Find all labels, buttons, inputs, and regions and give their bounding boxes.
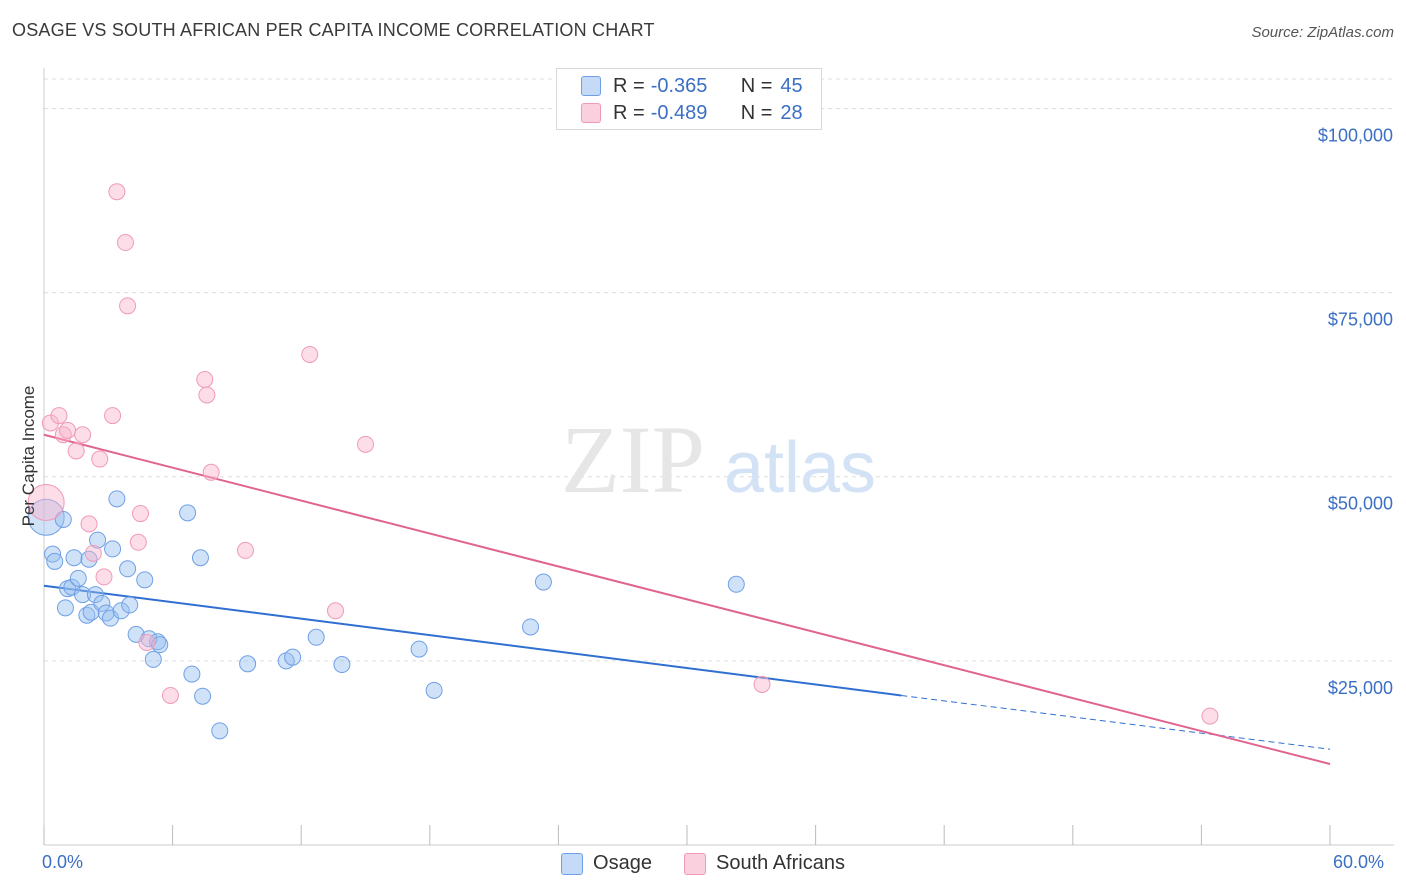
osage-point [307,628,325,646]
osage-swatch [561,852,584,875]
south-africans-point [67,442,85,460]
watermark-zip: ZIP [561,406,705,513]
osage-point [522,618,540,636]
south-africans-swatch [683,852,706,875]
south-africans-point [326,602,344,620]
chart-title: OSAGE VS SOUTH AFRICAN PER CAPITA INCOME… [12,20,655,40]
south-africans-point [131,505,149,523]
south-africans-point [129,533,147,551]
osage-point [93,594,111,612]
r-label: R = [613,74,645,97]
grid-lines [44,78,1394,662]
south-africans-point [138,633,156,651]
r-value: -0.365 [650,74,708,97]
osage-point [410,640,428,658]
south-africans-point [80,515,98,533]
osage-point [86,586,104,604]
n-label: N = [740,74,773,97]
y-tick-label: $50,000 [1328,494,1393,514]
osage-point [69,569,87,587]
south-africans-point [91,450,109,468]
correlation-legend: R = -0.365 N = 45 R = -0.489 N = 28 [556,68,822,130]
osage-point [108,490,126,508]
south-africans-point [104,407,122,425]
legend-label-osage: Osage [593,852,652,874]
south-africans-point [74,426,92,444]
osage-point [121,596,139,614]
osage-point [534,573,552,591]
n-value: 28 [780,101,803,124]
osage-point [239,655,257,673]
south-africans-point [357,435,374,453]
south-africans-point [202,463,220,481]
watermark: ZIP atlas [561,406,876,513]
n-value: 45 [780,74,803,97]
osage-point [74,586,92,604]
osage-point [151,636,169,654]
osage-point [104,540,122,558]
osage-point [89,531,107,549]
south-africans-point [116,234,134,252]
data-points [27,183,1219,740]
osage-point [136,571,154,589]
osage-point [727,575,745,593]
south-africans-point [27,484,65,522]
south-africans-point [753,675,771,693]
osage-point [284,648,302,666]
south-africans-point [236,541,254,559]
osage-point [211,722,229,740]
series-legend: Osage South Africans [0,852,1406,875]
legend-label-south-africans: South Africans [715,852,845,874]
osage-trend-extension [901,694,1331,750]
south-africans-point [50,407,68,425]
south-africans-point [84,544,102,562]
y-tick-label: $75,000 [1328,310,1393,330]
south-africans-point [301,345,319,363]
source-label: Source: ZipAtlas.com [1251,24,1394,41]
axes [43,68,1394,846]
y-tick-label: $100,000 [1318,125,1393,145]
south-africans-point [161,686,179,704]
osage-point [144,650,162,668]
legend-item-osage[interactable]: Osage [561,852,652,875]
x-tick-label-max: 60.0% [1333,852,1385,872]
osage-point [112,602,130,620]
r-value: -0.489 [650,101,708,124]
south-africans-trend-line [43,433,1331,765]
osage-point [183,665,201,683]
south-africans-point [119,297,137,315]
legend-item-south-africans[interactable]: South Africans [683,852,845,875]
n-label: N = [740,101,773,124]
legend-row-south-africans: R = -0.489 N = 28 [581,101,803,125]
osage-point [191,549,209,567]
x-tick-label-min: 0.0% [42,852,84,872]
osage-point [27,498,65,536]
y-tick-label: $25,000 [1328,678,1393,698]
osage-point [333,656,351,674]
osage-point [179,504,197,522]
south-africans-swatch [581,103,601,123]
osage-point [65,549,83,567]
osage-point [194,687,212,705]
osage-point [56,599,74,617]
y-tick-labels: $25,000 $50,000 $75,000 $100,000 [1318,125,1393,697]
south-africans-point [198,386,216,404]
south-africans-point [1201,707,1219,725]
south-africans-point [59,421,77,439]
south-africans-point [108,183,126,201]
r-label: R = [613,101,645,124]
y-axis-label: Per Capita Income [19,385,38,527]
osage-point [46,552,64,570]
south-africans-point [196,371,214,389]
osage-point [119,560,137,578]
south-africans-point [41,414,59,432]
osage-swatch [581,76,601,96]
south-africans-point [95,568,113,586]
watermark-atlas: atlas [724,428,876,508]
osage-trend-line [43,584,902,697]
legend-row-osage: R = -0.365 N = 45 [581,74,803,98]
osage-point [425,681,443,699]
